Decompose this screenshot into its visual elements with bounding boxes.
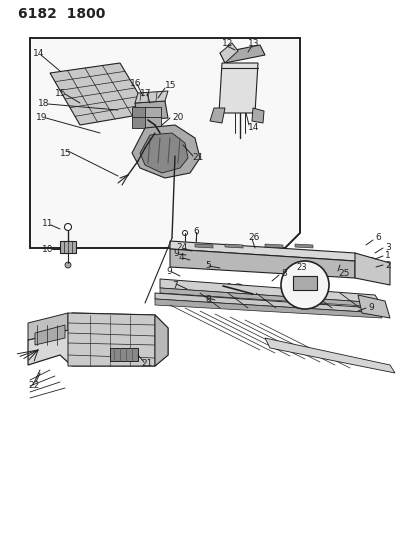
Polygon shape — [265, 338, 395, 373]
Text: 6182  1800: 6182 1800 — [18, 7, 105, 21]
Text: 3: 3 — [385, 243, 391, 252]
Circle shape — [64, 243, 72, 251]
Text: 5: 5 — [205, 261, 211, 270]
Text: 14: 14 — [248, 124, 259, 133]
Circle shape — [175, 248, 181, 254]
Polygon shape — [135, 91, 168, 103]
Text: 21: 21 — [141, 359, 152, 368]
Text: 15: 15 — [60, 149, 71, 157]
Polygon shape — [170, 241, 375, 270]
Text: 23: 23 — [296, 263, 307, 272]
Text: 22: 22 — [28, 381, 39, 390]
Text: 14: 14 — [33, 50, 44, 59]
Polygon shape — [252, 108, 264, 123]
Polygon shape — [220, 45, 265, 63]
Text: 1: 1 — [385, 252, 391, 261]
Text: 2: 2 — [385, 261, 390, 270]
Polygon shape — [220, 43, 238, 63]
Text: 10: 10 — [42, 245, 53, 254]
Polygon shape — [145, 117, 161, 128]
Polygon shape — [110, 348, 138, 361]
Circle shape — [236, 89, 244, 97]
Polygon shape — [155, 315, 168, 366]
Circle shape — [370, 304, 377, 311]
Polygon shape — [265, 244, 283, 248]
Circle shape — [65, 262, 71, 268]
Circle shape — [64, 223, 71, 230]
Polygon shape — [355, 253, 390, 285]
Polygon shape — [30, 38, 300, 248]
Polygon shape — [135, 101, 168, 120]
Text: 19: 19 — [36, 114, 47, 123]
Circle shape — [370, 268, 375, 272]
Text: 9: 9 — [173, 249, 179, 259]
Text: 7: 7 — [172, 280, 178, 289]
Polygon shape — [155, 299, 382, 318]
Polygon shape — [132, 107, 148, 118]
Text: 20: 20 — [172, 114, 183, 123]
Text: 16: 16 — [130, 78, 142, 87]
Polygon shape — [225, 244, 243, 248]
Text: 25: 25 — [338, 270, 349, 279]
Circle shape — [370, 257, 375, 262]
Circle shape — [370, 276, 375, 280]
Polygon shape — [170, 249, 355, 278]
Text: 9: 9 — [166, 266, 172, 276]
Polygon shape — [293, 276, 317, 290]
Text: 9: 9 — [368, 303, 374, 312]
Polygon shape — [155, 293, 380, 313]
Text: 6: 6 — [375, 233, 381, 243]
Circle shape — [182, 230, 188, 236]
Text: 21: 21 — [192, 154, 203, 163]
Circle shape — [235, 288, 241, 294]
Text: 17: 17 — [140, 88, 151, 98]
Polygon shape — [132, 125, 200, 178]
Polygon shape — [160, 288, 380, 307]
Text: 8: 8 — [205, 295, 211, 303]
Text: 8: 8 — [281, 269, 287, 278]
Polygon shape — [68, 313, 155, 366]
Circle shape — [231, 284, 245, 298]
Text: 18: 18 — [38, 99, 49, 108]
Polygon shape — [295, 244, 313, 248]
Polygon shape — [210, 108, 225, 123]
Text: 24: 24 — [176, 244, 187, 253]
Polygon shape — [358, 295, 390, 318]
Polygon shape — [132, 117, 148, 128]
Polygon shape — [140, 133, 188, 173]
Polygon shape — [28, 313, 168, 366]
Polygon shape — [60, 241, 76, 253]
Circle shape — [236, 74, 244, 82]
Text: 15: 15 — [165, 82, 177, 91]
Text: 13: 13 — [248, 39, 259, 49]
Polygon shape — [28, 313, 68, 340]
Polygon shape — [219, 63, 258, 113]
Polygon shape — [145, 107, 161, 118]
Polygon shape — [50, 63, 150, 125]
Polygon shape — [160, 279, 380, 303]
Circle shape — [226, 284, 231, 288]
Polygon shape — [35, 325, 65, 345]
Circle shape — [281, 261, 329, 309]
Text: 4: 4 — [179, 254, 185, 262]
Text: 6: 6 — [193, 227, 199, 236]
Text: 11: 11 — [42, 219, 53, 228]
Text: 15: 15 — [55, 88, 67, 98]
Text: 12: 12 — [222, 39, 233, 49]
Polygon shape — [195, 244, 213, 248]
Text: 26: 26 — [248, 232, 259, 241]
